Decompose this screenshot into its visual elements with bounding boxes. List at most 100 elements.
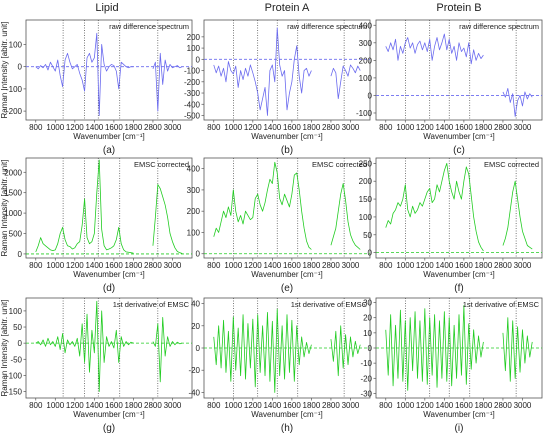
x-tick-label: 1200 xyxy=(66,123,84,132)
x-tick-label: 1000 xyxy=(396,401,414,410)
x-tick-label: 3000 xyxy=(514,261,532,270)
y-tick-label: -40 xyxy=(188,388,200,397)
y-tick-label: 30 xyxy=(363,299,372,308)
x-tick-label: 3000 xyxy=(514,401,532,410)
y-tick-label: 0 xyxy=(18,250,23,259)
x-tick-label: 800 xyxy=(29,401,43,410)
annotation: 1st derivative of EMSC xyxy=(463,300,540,309)
y-tick-label: -300 xyxy=(184,89,201,98)
x-tick-label: 1000 xyxy=(46,401,64,410)
x-tick-label: 1800 xyxy=(125,261,143,270)
panel-label: (g) xyxy=(103,423,115,434)
x-tick-label: 1000 xyxy=(396,261,414,270)
plot-frame xyxy=(375,157,543,259)
y-tick-label: 0 xyxy=(196,55,201,64)
y-tick-label: 100 xyxy=(359,74,373,83)
annotation: EMSC corrected xyxy=(312,160,367,169)
x-tick-label: 1600 xyxy=(455,123,473,132)
plot-frame xyxy=(375,19,543,121)
y-tick-label: 150 xyxy=(359,195,373,204)
x-tick-label: 1400 xyxy=(263,401,281,410)
y-tick-label: 0 xyxy=(18,63,23,72)
x-tick-label: 1000 xyxy=(224,123,242,132)
y-tick-label: -100 xyxy=(184,67,201,76)
y-tick-label: 200 xyxy=(359,56,373,65)
panel: 800 1000 1200 1400 1600 1800 2800 3000 -30 -20 -10… xyxy=(360,297,543,434)
y-tick-label: 250 xyxy=(359,159,373,168)
x-tick-label: 2800 xyxy=(494,261,512,270)
column-title: Protein A xyxy=(265,2,310,14)
spectrum-line xyxy=(213,161,361,250)
x-tick-label: 1800 xyxy=(303,261,321,270)
panel-label: (d) xyxy=(103,283,115,294)
y-tick-label: 0 xyxy=(18,339,23,348)
y-tick-label: 0 xyxy=(196,250,201,259)
y-tick-label: 500 xyxy=(9,230,23,239)
plot-frame xyxy=(25,19,193,121)
panel-label: (f) xyxy=(454,283,463,294)
spectrum-line xyxy=(35,159,183,254)
x-tick-label: 3000 xyxy=(342,123,360,132)
x-tick-label: 3000 xyxy=(342,401,360,410)
y-tick-label: -20 xyxy=(360,374,372,383)
x-axis-label: Wavenumber [cm⁻¹] xyxy=(251,132,323,141)
column-title: Protein B xyxy=(436,2,481,14)
y-tick-label: 0 xyxy=(368,344,373,353)
y-tick-label: 0 xyxy=(368,249,373,258)
x-tick-label: 1600 xyxy=(455,401,473,410)
x-axis-label: Wavenumber [cm⁻¹] xyxy=(73,410,145,419)
x-tick-label: 1000 xyxy=(46,123,64,132)
y-tick-label: 1500 xyxy=(4,189,22,198)
y-tick-label: 200 xyxy=(359,177,373,186)
x-tick-label: 1200 xyxy=(66,401,84,410)
panel: 800 1000 1200 1400 1600 1800 2800 3000050010001… xyxy=(0,157,193,294)
y-tick-label: 20 xyxy=(191,322,200,331)
y-tick-label: 1000 xyxy=(4,209,22,218)
y-tick-label: 100 xyxy=(359,213,373,222)
panel: 800 1000 1200 1400 1600 1800 2800 3000010020030… xyxy=(187,157,371,294)
x-tick-label: 1600 xyxy=(283,401,301,410)
spectrum-line xyxy=(213,27,361,116)
x-tick-label: 1800 xyxy=(125,401,143,410)
x-tick-label: 800 xyxy=(207,123,221,132)
y-tick-label: -100 xyxy=(356,109,373,118)
x-tick-label: 2800 xyxy=(322,261,340,270)
y-tick-label: 200 xyxy=(187,33,201,42)
x-tick-label: 3000 xyxy=(164,261,182,270)
x-axis-label: Wavenumber [cm⁻¹] xyxy=(423,270,495,279)
x-tick-label: 800 xyxy=(379,261,393,270)
x-tick-label: 1400 xyxy=(263,261,281,270)
column-title: Lipid xyxy=(95,2,118,14)
x-tick-label: 3000 xyxy=(164,123,182,132)
panel-label: (b) xyxy=(281,145,293,156)
panel-label: (h) xyxy=(281,423,293,434)
y-tick-label: 2000 xyxy=(4,168,22,177)
annotation: EMSC corrected xyxy=(484,160,539,169)
x-tick-label: 1600 xyxy=(283,261,301,270)
panel-label: (a) xyxy=(103,145,115,156)
y-tick-label: -20 xyxy=(188,366,200,375)
panel-label: (c) xyxy=(453,145,465,156)
x-tick-label: 1000 xyxy=(46,261,64,270)
y-tick-label: 100 xyxy=(9,307,23,316)
x-axis-label: Wavenumber [cm⁻¹] xyxy=(423,132,495,141)
panel: 800 1000 1200 1400 1600 1800 2800 3000-500-400-… xyxy=(184,19,371,156)
x-tick-label: 1400 xyxy=(435,401,453,410)
x-tick-label: 1800 xyxy=(303,123,321,132)
x-tick-label: 800 xyxy=(29,123,43,132)
x-tick-label: 800 xyxy=(207,401,221,410)
x-tick-label: 1600 xyxy=(455,261,473,270)
panel-label: (i) xyxy=(455,423,464,434)
plot-frame xyxy=(203,157,371,259)
y-tick-label: 10 xyxy=(363,329,372,338)
annotation: EMSC corrected xyxy=(134,160,189,169)
x-axis-label: Wavenumber [cm⁻¹] xyxy=(73,270,145,279)
x-tick-label: 3000 xyxy=(164,401,182,410)
x-tick-label: 1800 xyxy=(125,123,143,132)
y-tick-label: 40 xyxy=(191,300,200,309)
y-tick-label: 100 xyxy=(9,40,23,49)
spectrum-line xyxy=(385,305,533,391)
annotation: 1st derivative of EMSC xyxy=(291,300,368,309)
annotation: raw difference spectrum xyxy=(109,22,189,31)
annotation: 1st derivative of EMSC xyxy=(113,300,190,309)
